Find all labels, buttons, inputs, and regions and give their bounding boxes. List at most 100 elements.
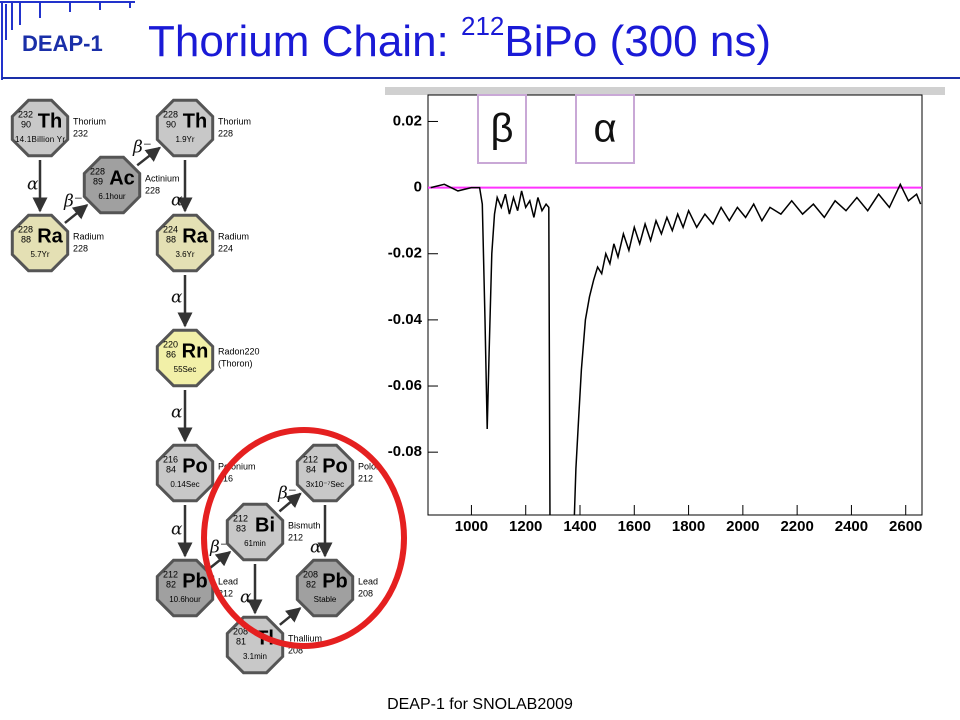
atomic-number: 90 <box>166 119 176 129</box>
atomic-number: 84 <box>306 464 316 474</box>
symbol: Ra <box>182 225 208 247</box>
chart: 0.02 0 -0.02 -0.04 -0.06 -0.08 1000 1200 1400 160… <box>388 94 922 535</box>
nuclide-number: 224 <box>218 243 233 253</box>
annotation-box <box>575 94 635 164</box>
half-life: 6.1hour <box>98 192 125 201</box>
decay-label: α <box>171 520 183 540</box>
symbol: Rn <box>182 340 209 362</box>
nuclide <box>10 213 70 273</box>
nuclide-number: 228 <box>73 243 88 253</box>
nuclide-number: 228 <box>218 128 233 138</box>
nuclide <box>295 558 355 618</box>
nuclide-number: 212 <box>288 532 303 542</box>
x-tick-label: 1600 <box>618 518 651 535</box>
nuclide-name: Polon <box>358 461 381 471</box>
symbol: Th <box>38 110 62 132</box>
atomic-number: 82 <box>166 579 176 589</box>
mass-number: 224 <box>163 224 178 234</box>
mass-number: 212 <box>303 454 318 464</box>
nuclide <box>225 615 285 675</box>
atomic-number: 90 <box>21 119 31 129</box>
decay-arrow <box>209 551 232 569</box>
atomic-number: 89 <box>93 176 103 186</box>
decay-label: β⁻ <box>63 192 83 212</box>
x-tick-label: 1000 <box>455 518 488 535</box>
mass-number: 212 <box>233 513 248 523</box>
footer: DEAP-1 for SNOLAB2009 <box>387 696 573 713</box>
x-tick-label: 1800 <box>672 518 705 535</box>
atomic-number: 83 <box>236 523 246 533</box>
highlight-circle <box>201 427 407 649</box>
decay-label: α <box>310 538 322 558</box>
atomic-number: 88 <box>21 234 31 244</box>
symbol: Po <box>322 455 348 477</box>
decay-label: α <box>240 588 252 608</box>
x-tick-label: 2600 <box>889 518 922 535</box>
mass-number: 212 <box>163 569 178 579</box>
x-tick-label: 2200 <box>780 518 813 535</box>
nuclide-name: Radium <box>73 231 104 241</box>
nuclide <box>155 328 215 388</box>
symbol: Pb <box>182 570 208 592</box>
nuclide-name: Lead <box>218 576 238 586</box>
x-tick-label: 1400 <box>563 518 596 535</box>
half-life: 14.1Billion Yr <box>15 135 65 144</box>
half-life: 3.1min <box>243 652 267 661</box>
title: Thorium Chain: 212BiPo (300 ns) <box>148 11 771 66</box>
mass-number: 220 <box>163 339 178 349</box>
nuclide-name: Bismuth <box>288 520 321 530</box>
atomic-number: 84 <box>166 464 176 474</box>
plot-bar <box>385 87 945 95</box>
decay-label: α <box>171 191 183 211</box>
half-life: Stable <box>314 595 337 604</box>
nuclide <box>155 98 215 158</box>
waveform <box>430 182 922 515</box>
nuclide-number: (Thoron) <box>218 358 253 368</box>
symbol: Th <box>183 110 207 132</box>
annotation: α <box>593 107 616 151</box>
mass-number: 232 <box>18 109 33 119</box>
mass-number: 208 <box>233 626 248 636</box>
nuclide-number: 208 <box>358 588 373 598</box>
mass-number: 228 <box>163 109 178 119</box>
mass-number: 228 <box>90 166 105 176</box>
half-life: 55Sec <box>174 365 197 374</box>
symbol: Pb <box>322 570 348 592</box>
nuclide <box>155 213 215 273</box>
decay-arrow <box>279 607 302 626</box>
x-tick-label: 2400 <box>835 518 868 535</box>
decay-label: β⁻ <box>277 484 297 504</box>
nuclide-name: Thorium <box>218 116 251 126</box>
atomic-number: 86 <box>166 349 176 359</box>
nuclide-number: 212 <box>358 473 373 483</box>
y-tick-label: -0.08 <box>388 443 422 460</box>
symbol: Ac <box>109 167 135 189</box>
nuclide-name: Lead <box>358 576 378 586</box>
plot-area <box>428 182 922 515</box>
decay-label: β⁻ <box>209 538 229 558</box>
y-tick-label: 0.02 <box>393 112 422 129</box>
nuclide <box>295 443 355 503</box>
half-life: 10.6hour <box>169 595 201 604</box>
nuclide <box>82 155 142 215</box>
title-text: Thorium Chain: <box>148 17 461 66</box>
nuclide-name: Radon220 <box>218 346 260 356</box>
decay-arrow <box>64 204 89 224</box>
symbol: Ra <box>37 225 63 247</box>
decay-arrow <box>136 146 161 167</box>
nuclide-name: Radium <box>218 231 249 241</box>
decay-label: α <box>27 175 39 195</box>
decay-arrow <box>278 492 302 513</box>
y-tick-label: -0.04 <box>388 311 423 328</box>
mass-number: 228 <box>18 224 33 234</box>
logo-text: DEAP-1 <box>22 31 103 56</box>
half-life: 1.9Yr <box>175 135 194 144</box>
title-text: BiPo (300 ns) <box>504 17 771 66</box>
annotation: β <box>490 107 513 151</box>
half-life: 5.7Yr <box>30 250 49 259</box>
atomic-number: 81 <box>236 636 246 646</box>
decay-label: α <box>171 288 183 308</box>
nuclide-name: Thorium <box>73 116 106 126</box>
nuclide-number: 232 <box>73 128 88 138</box>
